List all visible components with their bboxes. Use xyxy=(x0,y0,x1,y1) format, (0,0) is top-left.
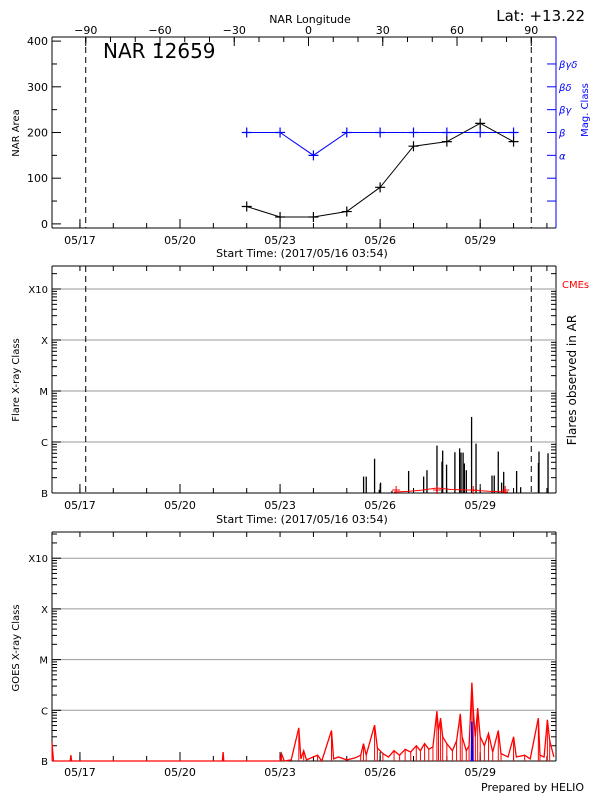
panel3-y-tick-label: X10 xyxy=(28,554,48,565)
mag-class-tick-label: βγ xyxy=(558,106,572,117)
panel1-x-tick-label: 05/23 xyxy=(264,234,296,247)
flares-observed-axis-label: Flares observed in AR xyxy=(565,315,579,445)
nar-area-marker xyxy=(475,118,486,129)
panel2-x-tick-label: 05/17 xyxy=(64,499,96,512)
nar-area-marker xyxy=(408,141,419,152)
longitude-tick-label: 30 xyxy=(376,24,390,37)
panel1-x-tick-label: 05/17 xyxy=(64,234,96,247)
goes-flux-line xyxy=(51,682,555,763)
nar-title: NAR 12659 xyxy=(103,39,216,63)
panel3-y-tick-label: M xyxy=(39,656,48,667)
mag-class-marker xyxy=(375,127,386,138)
mag-class-marker xyxy=(408,127,419,138)
nar-area-marker xyxy=(441,136,452,147)
mag-class-marker xyxy=(341,127,352,138)
panel2-y-tick-label: X xyxy=(41,336,48,347)
panel3-y-tick-label: B xyxy=(41,757,48,768)
flare-class-axis-label: Flare X-ray Class xyxy=(11,338,22,422)
panel1-x-tick-label: 05/26 xyxy=(364,234,396,247)
nar-area-axis-label: NAR Area xyxy=(11,109,22,156)
nar-area-marker xyxy=(275,212,286,223)
panel1-xlabel: Start Time: (2017/05/16 03:54) xyxy=(216,247,388,260)
cme-marker xyxy=(501,486,510,494)
panel1-y-tick-label: 100 xyxy=(27,172,48,185)
cme-marker xyxy=(392,486,401,494)
panel3-y-tick-label: X xyxy=(41,605,48,616)
longitude-tick-label: 0 xyxy=(305,24,312,37)
mag-class-tick-label: βγδ xyxy=(558,60,577,71)
longitude-tick-label: −90 xyxy=(74,24,97,37)
cme-curve xyxy=(394,487,509,493)
nar-area-marker xyxy=(308,212,319,223)
longitude-axis-title: NAR Longitude xyxy=(269,13,351,26)
panel1-x-tick-label: 05/29 xyxy=(464,234,496,247)
panel1-y-tick-label: 0 xyxy=(41,218,48,231)
longitude-tick-label: 90 xyxy=(524,24,538,37)
mag-class-marker xyxy=(241,127,252,138)
panel2-x-tick-label: 05/29 xyxy=(464,499,496,512)
panel2-x-tick-label: 05/26 xyxy=(364,499,396,512)
panel2-x-tick-label: 05/23 xyxy=(264,499,296,512)
panel2-x-tick-label: 05/20 xyxy=(164,499,196,512)
mag-class-tick-label: β xyxy=(558,129,566,140)
goes-class-axis-label: GOES X-ray Class xyxy=(11,604,22,691)
mag-class-tick-label: α xyxy=(559,151,566,162)
mag-class-marker xyxy=(475,127,486,138)
panel3-x-tick-label: 05/26 xyxy=(364,766,396,779)
cme-label: CMEs xyxy=(562,280,589,291)
nar-area-marker xyxy=(241,201,252,212)
panel1-y-tick-label: 200 xyxy=(27,127,48,140)
mag-class-marker xyxy=(308,150,319,161)
panel2-y-tick-label: C xyxy=(41,438,48,449)
panel2-xlabel: Start Time: (2017/05/16 03:54) xyxy=(216,513,388,526)
longitude-tick-label: 60 xyxy=(450,24,464,37)
goes-alt-channel-line xyxy=(470,721,474,762)
mag-class-marker xyxy=(441,127,452,138)
panel2-y-tick-label: M xyxy=(39,387,48,398)
panel1-x-tick-label: 05/20 xyxy=(164,234,196,247)
nar-area-marker xyxy=(508,136,519,147)
mag-class-marker xyxy=(275,127,286,138)
panel1-y-tick-label: 400 xyxy=(27,35,48,48)
nar-area-marker xyxy=(341,206,352,217)
mag-class-tick-label: βδ xyxy=(558,83,572,94)
cme-marker xyxy=(432,486,441,494)
mag-class-marker xyxy=(508,127,519,138)
panel2-y-tick-label: B xyxy=(41,489,48,500)
cme-marker xyxy=(469,486,478,494)
panel3-y-tick-label: C xyxy=(41,706,48,717)
panel3-x-tick-label: 05/23 xyxy=(264,766,296,779)
panel2-y-tick-label: X10 xyxy=(28,285,48,296)
longitude-tick-label: −30 xyxy=(223,24,246,37)
panel1-y-tick-label: 300 xyxy=(27,81,48,94)
panel3-x-tick-label: 05/20 xyxy=(164,766,196,779)
panel3-x-tick-label: 05/29 xyxy=(464,766,496,779)
mag-class-axis-label: Mag. Class xyxy=(580,83,591,137)
panel3-x-tick-label: 05/17 xyxy=(64,766,96,779)
longitude-tick-label: −60 xyxy=(148,24,171,37)
prepared-by-label: Prepared by HELIO xyxy=(481,781,584,794)
latitude-label: Lat: +13.22 xyxy=(496,7,585,25)
nar-area-marker xyxy=(375,182,386,193)
